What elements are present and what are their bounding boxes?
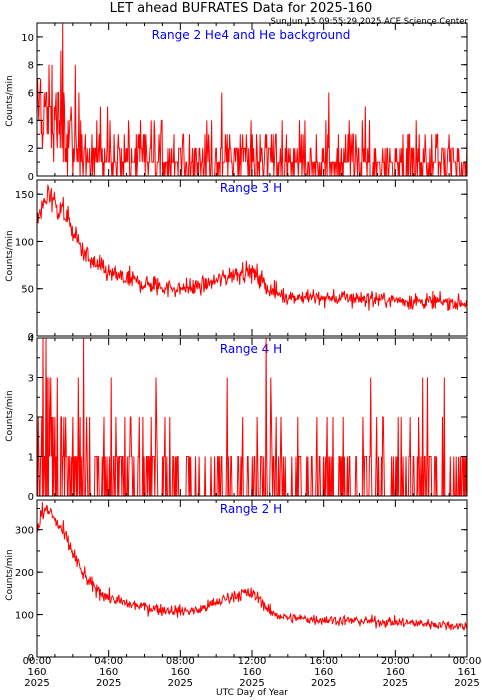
y-tick-label: 50 — [21, 285, 34, 296]
y-axis-label: Counts/min — [5, 549, 15, 600]
x-tick-label-time: 08:00 — [166, 656, 195, 667]
x-tick-label-year: 2025 — [239, 678, 264, 689]
x-tick-label-time: 20:00 — [381, 656, 410, 667]
y-axis-label: Counts/min — [5, 75, 15, 126]
y-tick-label: 100 — [15, 611, 34, 622]
x-tick-label-year: 2025 — [454, 678, 479, 689]
y-tick-label: 2 — [28, 144, 34, 155]
panel-range2-he4: Range 2 He4 and He background Counts/min — [5, 28, 350, 127]
y-tick-label: 4 — [28, 334, 34, 345]
y-tick-label: 0 — [28, 172, 34, 183]
x-tick-label-time: 04:00 — [94, 656, 123, 667]
x-tick-label-doy: 160 — [314, 667, 333, 678]
y-tick-label: 200 — [15, 568, 34, 579]
x-axis-label: UTC Day of Year — [216, 688, 288, 698]
panel-title: Range 2 H — [220, 502, 282, 516]
x-tick-label-doy: 161 — [457, 667, 476, 678]
y-tick-label: 10 — [21, 33, 34, 44]
y-tick-label: 6 — [28, 89, 34, 100]
plot-panel-1: 0 2 4 6 8 10 — [21, 22, 468, 183]
x-tick-label-time: 00:00 — [453, 656, 482, 667]
plot-panel-3: 0 1 2 3 4 — [28, 334, 468, 503]
y-tick-label: 300 — [15, 526, 34, 537]
x-tick-label-time: 12:00 — [238, 656, 267, 667]
y-tick-label: 100 — [15, 237, 34, 248]
figure-timestamp: Sun Jun 15 09:55:29 2025 ACE Science Cen… — [270, 17, 468, 27]
y-tick-label: 0 — [28, 653, 34, 664]
y-axis-label: Counts/min — [5, 230, 15, 281]
y-axis-label: Counts/min — [5, 390, 15, 441]
x-tick-label-doy: 160 — [171, 667, 190, 678]
x-tick-label-year: 2025 — [24, 678, 49, 689]
y-tick-label: 2 — [28, 413, 34, 424]
panel-title: Range 3 H — [220, 181, 282, 195]
series-line — [36, 502, 468, 632]
x-tick-label-doy: 160 — [27, 667, 46, 678]
x-axis-ticks: 00:00160202504:00160202508:00160202512:0… — [23, 656, 482, 689]
y-tick-label: 3 — [28, 374, 34, 385]
y-tick-label: 8 — [28, 61, 34, 72]
x-tick-label-doy: 160 — [99, 667, 118, 678]
panel-range3-h: Range 3 H Counts/min — [5, 181, 282, 282]
panel-frame — [36, 499, 468, 658]
x-tick-label-year: 2025 — [168, 678, 193, 689]
y-tick-label: 4 — [28, 116, 34, 127]
y-tick-label: 0 — [28, 492, 34, 503]
x-tick-label-doy: 160 — [242, 667, 261, 678]
y-tick-label: 1 — [28, 453, 34, 464]
y-tick-label: 150 — [15, 190, 34, 201]
x-tick-label-year: 2025 — [311, 678, 336, 689]
plot-panel-4: 0 100 200 300 — [15, 499, 468, 664]
x-tick-label-year: 2025 — [383, 678, 408, 689]
panel-title: Range 2 He4 and He background — [152, 28, 351, 42]
x-tick-label-time: 16:00 — [309, 656, 338, 667]
panel-title: Range 4 H — [220, 342, 282, 356]
figure-title: LET ahead BUFRATES Data for 2025-160 — [110, 1, 373, 16]
x-tick-label-doy: 160 — [386, 667, 405, 678]
x-tick-label-time: 00:00 — [23, 656, 52, 667]
series-line — [36, 22, 468, 177]
series-line — [36, 184, 468, 311]
panel-range2-h: Range 2 H Counts/min — [5, 502, 282, 601]
x-tick-label-year: 2025 — [96, 678, 121, 689]
series-line — [36, 337, 468, 497]
plot-panel-2: 0 50 100 150 — [15, 179, 468, 343]
y-tick-label: 0 — [28, 332, 34, 343]
